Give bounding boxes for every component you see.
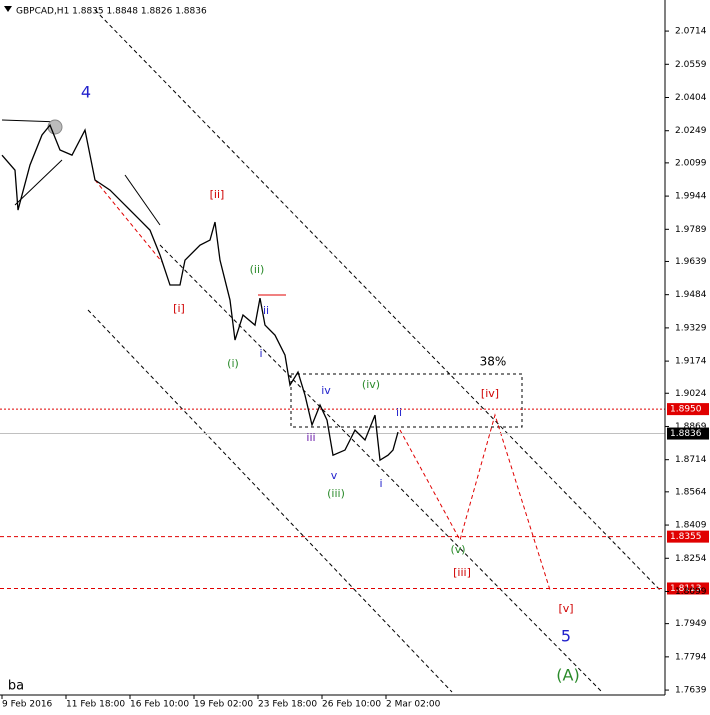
y-tick-label: 1.9944 [675, 192, 707, 202]
y-tick-label: 1.8714 [675, 455, 707, 465]
wave-label: (ii) [250, 263, 265, 276]
price-label-box [667, 427, 709, 440]
trend-line [14, 159, 63, 206]
y-tick-label: 1.8564 [675, 487, 707, 497]
trend-line [124, 174, 161, 226]
y-tick-label: 1.8409 [675, 521, 707, 531]
y-tick-label: 1.9174 [675, 357, 707, 367]
x-tick-label: 16 Feb 10:00 [130, 700, 189, 710]
x-tick-label: 26 Feb 10:00 [322, 700, 381, 710]
title-arrow [4, 6, 12, 12]
price-label: 1.8950 [670, 405, 702, 415]
chart-title: GBPCAD,H1 1.8835 1.8848 1.8826 1.8836 [16, 7, 207, 17]
wave-label: (A) [556, 666, 579, 685]
price-label: 1.8836 [670, 429, 702, 439]
wave-label: (v) [450, 543, 465, 556]
wave-label: ii [263, 304, 269, 317]
wave-label: [iv] [481, 387, 499, 400]
projection-path [399, 413, 551, 591]
wave-label: [i] [173, 302, 185, 315]
price-label-box [667, 582, 709, 595]
y-tick-label: 1.8869 [675, 422, 707, 432]
channel-line [87, 309, 453, 693]
wave-label: v [331, 469, 338, 482]
y-tick-label: 1.7639 [675, 686, 707, 696]
price-label: 1.8113 [670, 584, 702, 594]
price-label-box [667, 530, 709, 543]
y-tick-label: 2.0559 [675, 60, 707, 70]
wave-label: (i) [227, 357, 239, 370]
y-tick-label: 2.0714 [675, 27, 707, 37]
wave-label: ba [8, 679, 24, 694]
target-box [290, 373, 523, 428]
wave-label: (iii) [327, 487, 345, 500]
wave-label: [iii] [453, 566, 471, 579]
y-tick-label: 1.7949 [675, 619, 707, 629]
wave-label: 38% [480, 355, 507, 369]
x-tick-label: 2 Mar 02:00 [386, 700, 441, 710]
channel-line [94, 9, 661, 591]
wave-label: 4 [81, 83, 91, 102]
y-tick-label: 2.0249 [675, 126, 707, 136]
x-tick-label: 19 Feb 02:00 [194, 700, 253, 710]
wave-label: ii [396, 406, 402, 419]
wave-label: iv [321, 384, 331, 397]
y-tick-label: 1.9329 [675, 323, 707, 333]
wave-label: iii [306, 431, 315, 444]
x-tick-label: 23 Feb 18:00 [258, 700, 317, 710]
y-tick-label: 1.9484 [675, 290, 707, 300]
x-tick-label: 9 Feb 2016 [2, 700, 53, 710]
y-tick-label: 1.8099 [675, 587, 707, 597]
y-tick-label: 2.0404 [675, 93, 707, 103]
x-tick-label: 11 Feb 18:00 [66, 700, 125, 710]
y-tick-label: 1.7794 [675, 652, 707, 662]
wave-label: 5 [561, 627, 571, 646]
y-tick-label: 1.8254 [675, 554, 707, 564]
price-label-box [667, 403, 709, 416]
wave-label: i [259, 347, 262, 360]
price-label: 1.8355 [670, 532, 702, 542]
projection-path [94, 179, 163, 263]
y-tick-label: 2.0099 [675, 158, 707, 168]
y-tick-label: 1.9789 [675, 225, 707, 235]
wave-label: (iv) [362, 378, 380, 391]
y-tick-label: 1.9639 [675, 257, 707, 267]
price-line [1, 123, 399, 462]
wave-label: i [379, 477, 382, 490]
wave-label: [ii] [210, 188, 225, 201]
y-tick-label: 1.9024 [675, 389, 707, 399]
wave-label: [v] [558, 602, 573, 615]
